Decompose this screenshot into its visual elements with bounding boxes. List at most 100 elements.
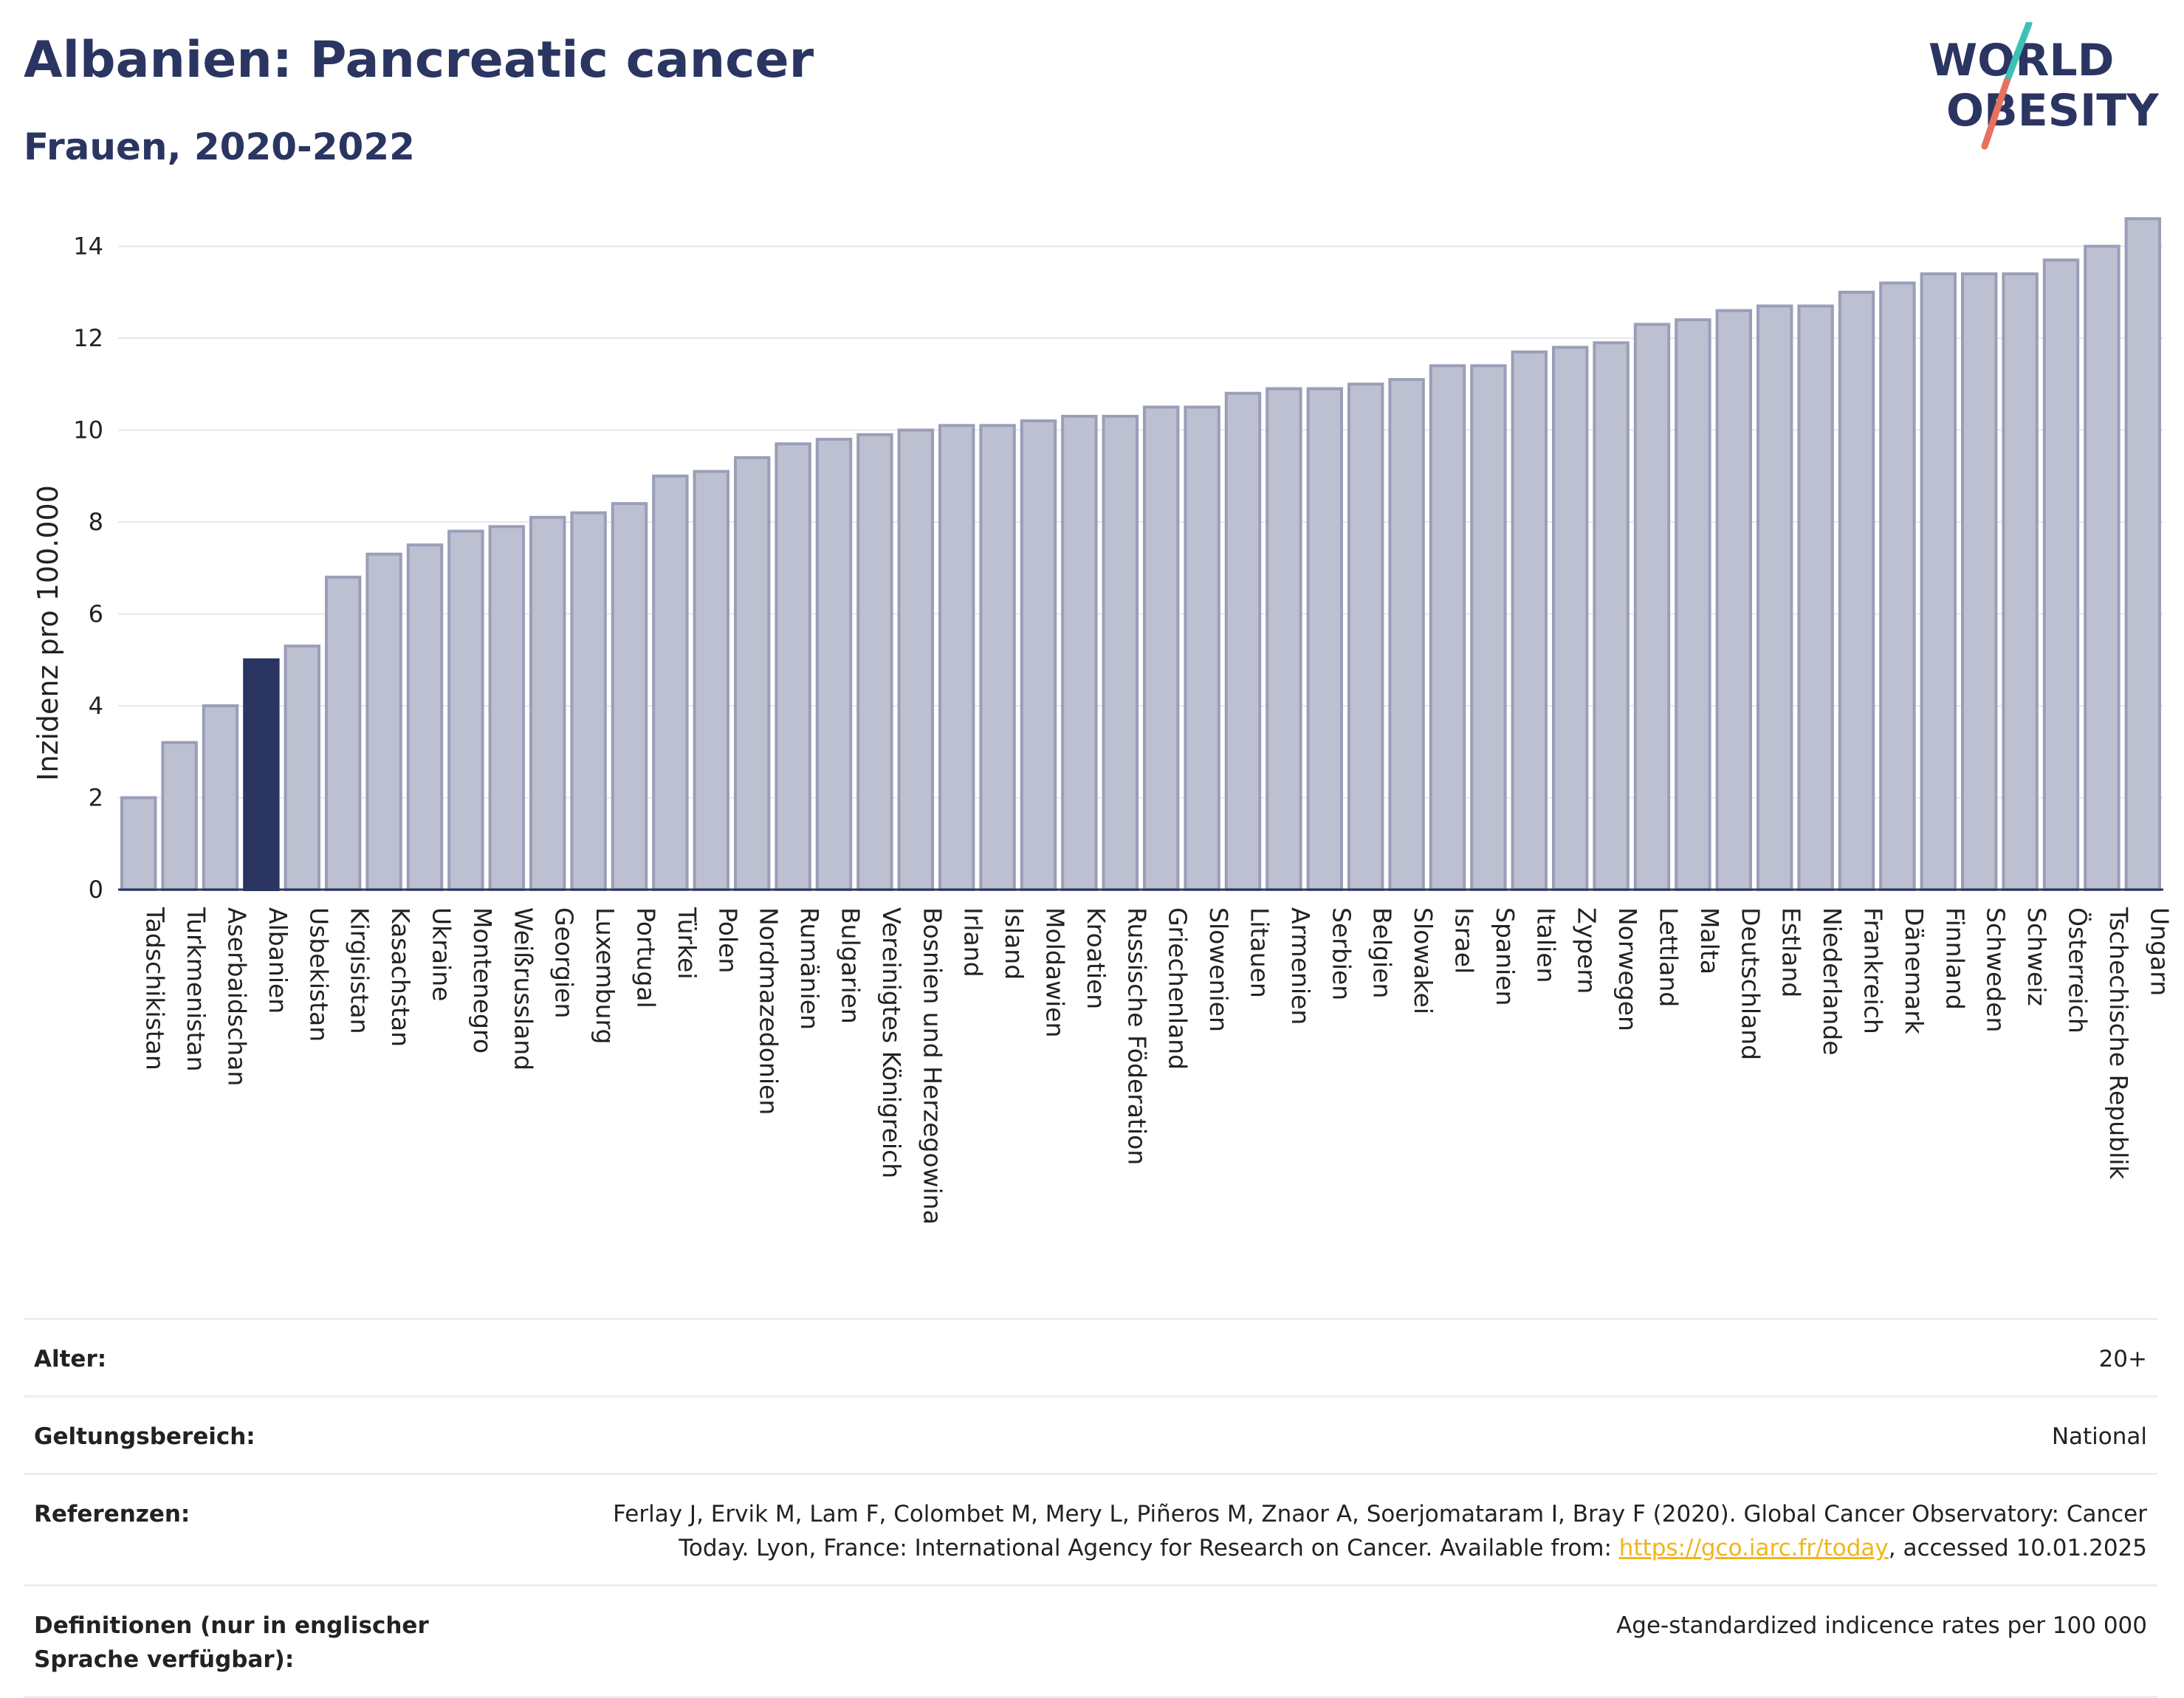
bar — [1266, 387, 1302, 891]
x-category-label: Slowakei — [1409, 907, 1438, 1014]
bars — [120, 217, 2162, 892]
reference-link[interactable]: https://gco.iarc.fr/today — [1618, 1535, 1889, 1561]
x-category-label: Serbien — [1327, 907, 1356, 1000]
bar — [1838, 290, 1875, 891]
x-category-label: Schweden — [1982, 907, 2010, 1032]
x-category-label: Albanien — [264, 907, 292, 1014]
bar — [120, 796, 157, 891]
x-category-label: Polen — [713, 907, 742, 973]
bar — [1756, 304, 1793, 891]
x-category-label: Island — [1000, 907, 1029, 980]
reference-accessed: , accessed 10.01.2025 — [1888, 1535, 2147, 1561]
x-category-label: Spanien — [1491, 907, 1519, 1006]
x-category-label: Israel — [1450, 907, 1479, 974]
bar — [447, 529, 484, 891]
x-category-label: Griechenland — [1164, 907, 1192, 1070]
chart-title: Albanien: Pancreatic cancer — [24, 31, 814, 89]
world-obesity-logo: WORLD OBESITY — [1929, 22, 2160, 150]
meta-row-definitions: Definitionen (nur in englischer Sprache … — [24, 1584, 2157, 1698]
x-category-label: Turkmenistan — [182, 907, 210, 1072]
x-category-label: Frankreich — [1859, 907, 1888, 1034]
bar — [1797, 304, 1834, 891]
bar — [1347, 382, 1384, 891]
x-category-label: Aserbaidschan — [223, 907, 252, 1086]
x-category-label: Nordmazedonien — [755, 907, 783, 1115]
x-category-label: Litauen — [1246, 907, 1274, 998]
x-category-labels: Tadschikistan Turkmenistan Aserbaidschan Al… — [141, 907, 2174, 1225]
x-category-label: Niederlande — [1818, 907, 1847, 1056]
meta-key-scope: Geltungsbereich: — [34, 1423, 255, 1450]
bar — [570, 511, 607, 891]
bar — [1102, 414, 1139, 891]
chart-subtitle: Frauen, 2020-2022 — [24, 126, 415, 168]
bar — [1511, 350, 1548, 892]
bar — [529, 515, 566, 891]
bar — [1675, 318, 1711, 891]
bar — [284, 645, 321, 891]
x-category-label: Usbekistan — [304, 907, 333, 1042]
meta-key-definitions: Definitionen (nur in englischer Sprache … — [34, 1612, 429, 1673]
bar — [488, 525, 526, 891]
x-category-label: Lettland — [1655, 907, 1683, 1007]
x-category-label: Tadschikistan — [141, 907, 170, 1070]
x-category-label: Luxemburg — [591, 907, 619, 1044]
x-category-label: Slowenien — [1204, 907, 1233, 1032]
x-category-label: Tschechische Republik — [2104, 907, 2133, 1180]
x-category-label: Kasachstan — [386, 907, 415, 1047]
reference-line-1: Ferlay J, Ervik M, Lam F, Colombet M, Me… — [613, 1501, 2147, 1527]
x-category-label: Kirgisistan — [346, 907, 374, 1034]
y-axis-title: Inzidenz pro 100.000 — [32, 485, 64, 781]
bar — [1715, 309, 1753, 891]
meta-value-scope: National — [2051, 1423, 2147, 1450]
bar — [1020, 419, 1057, 891]
bar — [652, 474, 689, 892]
meta-key-references: Referenzen: — [34, 1501, 190, 1527]
x-category-label: Russische Föderation — [1122, 907, 1151, 1165]
x-category-label: Ungarn — [2145, 907, 2174, 996]
bar — [365, 552, 402, 891]
bar — [2124, 217, 2162, 892]
bar — [815, 438, 853, 891]
x-category-label: Ukraine — [427, 907, 456, 1001]
logo-slash-teal — [2003, 22, 2033, 85]
bar — [1633, 323, 1671, 891]
x-category-label: Georgien — [550, 907, 579, 1018]
bar — [856, 433, 893, 891]
y-tick-label: 14 — [73, 233, 103, 261]
bar — [733, 456, 771, 891]
x-category-label: Türkei — [673, 907, 701, 980]
x-category-label: Dänemark — [1900, 907, 1929, 1035]
x-category-label: Belgien — [1368, 907, 1397, 998]
bar — [1879, 281, 1916, 891]
bar — [1184, 405, 1220, 891]
bar — [1142, 405, 1180, 891]
x-category-label: Schweiz — [2022, 907, 2051, 1006]
x-category-label: Malta — [1695, 907, 1724, 975]
x-category-label: Moldawien — [1041, 907, 1070, 1037]
bar — [897, 428, 935, 891]
x-category-label: Deutschland — [1736, 907, 1765, 1060]
meta-value-definitions: Age-standardized indicence rates per 100… — [1616, 1612, 2147, 1639]
x-category-label: Kroatien — [1082, 907, 1110, 1009]
y-tick-label: 0 — [89, 876, 103, 904]
bar — [1960, 272, 1998, 891]
bar — [1551, 346, 1589, 892]
x-category-label: Portugal — [632, 907, 661, 1008]
y-tick-label: 8 — [89, 508, 103, 536]
y-tick-label: 2 — [89, 784, 103, 812]
logo-text-obesity: OBESITY — [1946, 85, 2160, 137]
y-tick-label: 12 — [73, 324, 103, 352]
x-category-label: Bulgarien — [837, 907, 865, 1024]
x-category-label: Estland — [1777, 907, 1806, 997]
bar — [202, 704, 239, 891]
logo-slash-red — [1981, 78, 2010, 150]
y-tick-label: 10 — [73, 416, 103, 444]
x-category-label: Italien — [1531, 907, 1560, 983]
x-category-label: Österreich — [2064, 907, 2093, 1034]
x-category-label: Rumänien — [795, 907, 824, 1030]
bar — [1470, 364, 1507, 892]
bar — [775, 442, 811, 891]
bar — [693, 470, 730, 892]
bar — [2042, 258, 2080, 892]
x-category-label: Irland — [959, 907, 988, 977]
